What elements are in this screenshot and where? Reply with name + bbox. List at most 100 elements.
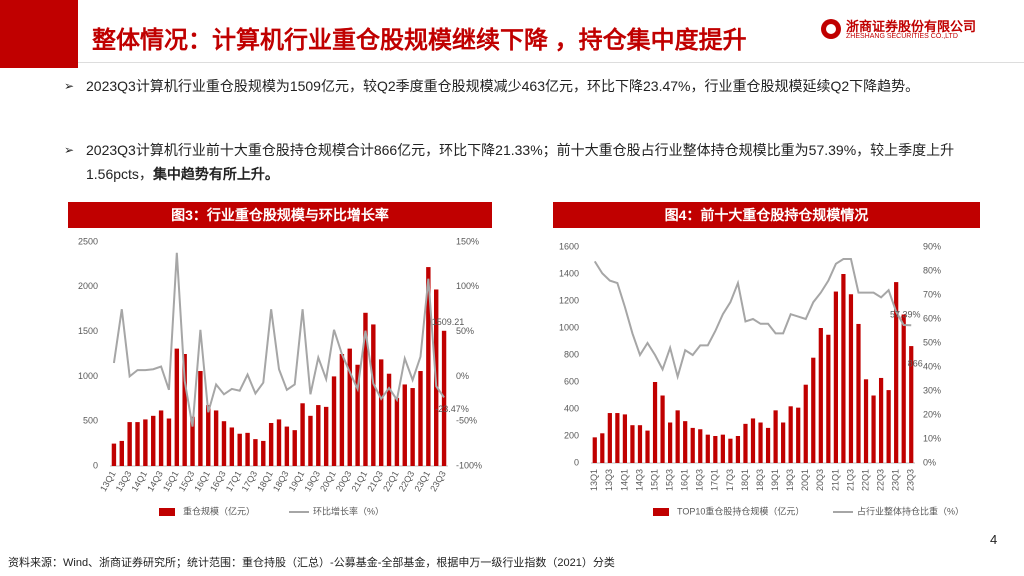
bar xyxy=(316,405,321,466)
bullet: 2023Q3计算机行业前十大重仓股持仓规模合计866亿元，环比下降21.33%；… xyxy=(64,138,956,186)
y2-tick-label: 60% xyxy=(923,313,941,323)
bar xyxy=(803,384,808,463)
bar xyxy=(213,410,219,466)
x-tick-label: 23Q3 xyxy=(906,469,916,491)
bar xyxy=(402,384,407,466)
x-tick-label: 16Q1 xyxy=(680,469,690,491)
corner-block xyxy=(0,0,78,68)
bar xyxy=(386,373,392,466)
chart-title: 图3：行业重仓股规模与环比增长率 xyxy=(68,202,492,228)
bullet: 2023Q3计算机行业重仓股规模为1509亿元，较Q2季度重仓股规模减少463亿… xyxy=(64,74,956,98)
header-rule xyxy=(78,62,1024,63)
y2-tick-label: 100% xyxy=(456,281,479,291)
bar xyxy=(410,388,415,466)
y2-tick-label: 90% xyxy=(923,241,941,251)
y2-tick-label: 0% xyxy=(456,371,469,381)
bar xyxy=(268,422,274,466)
bar xyxy=(221,421,227,466)
y2-tick-label: 20% xyxy=(923,409,941,419)
bar xyxy=(323,406,329,466)
bar xyxy=(630,425,635,463)
bar xyxy=(781,422,786,463)
data-label: 57.39% xyxy=(890,310,921,320)
bar xyxy=(166,418,172,466)
bar xyxy=(637,425,643,463)
bar xyxy=(174,348,180,466)
bar xyxy=(841,274,846,463)
y-tick-label: 0 xyxy=(574,457,579,467)
x-tick-label: 13Q1 xyxy=(589,469,599,491)
legend-label: 重仓规模（亿元） xyxy=(183,505,255,516)
x-tick-label: 21Q3 xyxy=(845,469,855,491)
y2-tick-label: -100% xyxy=(456,460,482,470)
legend-swatch xyxy=(653,508,669,516)
x-tick-label: 14Q1 xyxy=(619,469,629,491)
bar xyxy=(743,423,748,463)
x-tick-label: 22Q1 xyxy=(860,469,870,491)
x-tick-label: 15Q3 xyxy=(664,469,674,491)
bar xyxy=(683,421,688,463)
x-tick-label: 21Q1 xyxy=(830,469,840,491)
footnote: 资料来源：Wind、浙商证券研究所；统计范围：重仓持股（汇总）-公募基金-全部基… xyxy=(8,557,615,569)
bar xyxy=(119,440,124,466)
bar xyxy=(607,413,612,463)
bar xyxy=(668,422,673,463)
bar xyxy=(901,314,906,463)
x-tick-label: 18Q3 xyxy=(755,469,765,491)
y-tick-label: 1000 xyxy=(559,322,579,332)
y-tick-label: 800 xyxy=(564,349,579,359)
bar xyxy=(111,443,117,466)
bullet-text: 2023Q3计算机行业重仓股规模为1509亿元，较Q2季度重仓股规模减少463亿… xyxy=(86,78,920,94)
bar xyxy=(615,413,620,463)
chart-title: 图4：前十大重仓股持仓规模情况 xyxy=(553,202,980,228)
x-tick-label: 14Q3 xyxy=(634,469,644,491)
y2-tick-label: 0% xyxy=(923,457,936,467)
y-tick-label: 600 xyxy=(564,376,579,386)
data-label: 1509.21 xyxy=(432,317,465,327)
bar xyxy=(592,437,597,463)
bar xyxy=(863,379,869,463)
page-number: 4 xyxy=(990,532,998,547)
chart: 0 200 400 600 800 1000 1200 1400 1600 0% 10% 20% 30%… xyxy=(559,241,964,516)
bar xyxy=(720,434,725,463)
slide-title: 整体情况：计算机行业重仓股规模继续下降 ，持仓集中度提升 xyxy=(92,27,747,54)
bar xyxy=(856,323,861,463)
y-tick-label: 400 xyxy=(564,403,579,413)
y2-tick-label: 150% xyxy=(456,236,479,246)
y2-tick-label: -50% xyxy=(456,416,477,426)
x-tick-label: 23Q3 xyxy=(428,469,448,493)
data-label: 866 xyxy=(908,358,923,368)
bar xyxy=(818,328,823,463)
bar xyxy=(441,330,447,466)
bar xyxy=(878,377,884,463)
x-tick-label: 20Q1 xyxy=(800,469,810,491)
y-tick-label: 1600 xyxy=(559,241,579,251)
bar xyxy=(339,354,345,466)
legend-label: 环比增长率（%） xyxy=(313,505,384,516)
bar xyxy=(728,438,733,463)
y-tick-label: 500 xyxy=(83,416,98,426)
bar xyxy=(765,427,771,463)
y-tick-label: 1200 xyxy=(559,295,579,305)
data-label: -23.47% xyxy=(435,404,469,414)
bar xyxy=(198,371,203,466)
bar xyxy=(426,267,431,466)
line xyxy=(112,252,445,427)
x-tick-label: 17Q3 xyxy=(725,469,735,491)
bar xyxy=(652,382,658,463)
bar xyxy=(151,415,156,466)
bar xyxy=(660,395,665,463)
bar xyxy=(292,430,297,466)
bar xyxy=(371,324,376,466)
y2-tick-label: 70% xyxy=(923,289,941,299)
y2-tick-label: 50% xyxy=(456,326,474,336)
bar xyxy=(308,415,313,466)
bar xyxy=(758,422,763,463)
bar xyxy=(848,294,854,463)
y2-tick-label: 10% xyxy=(923,433,941,443)
bar xyxy=(253,439,258,466)
bar xyxy=(237,433,242,466)
bar xyxy=(690,427,695,463)
bar xyxy=(871,395,876,463)
x-tick-label: 19Q3 xyxy=(785,469,795,491)
